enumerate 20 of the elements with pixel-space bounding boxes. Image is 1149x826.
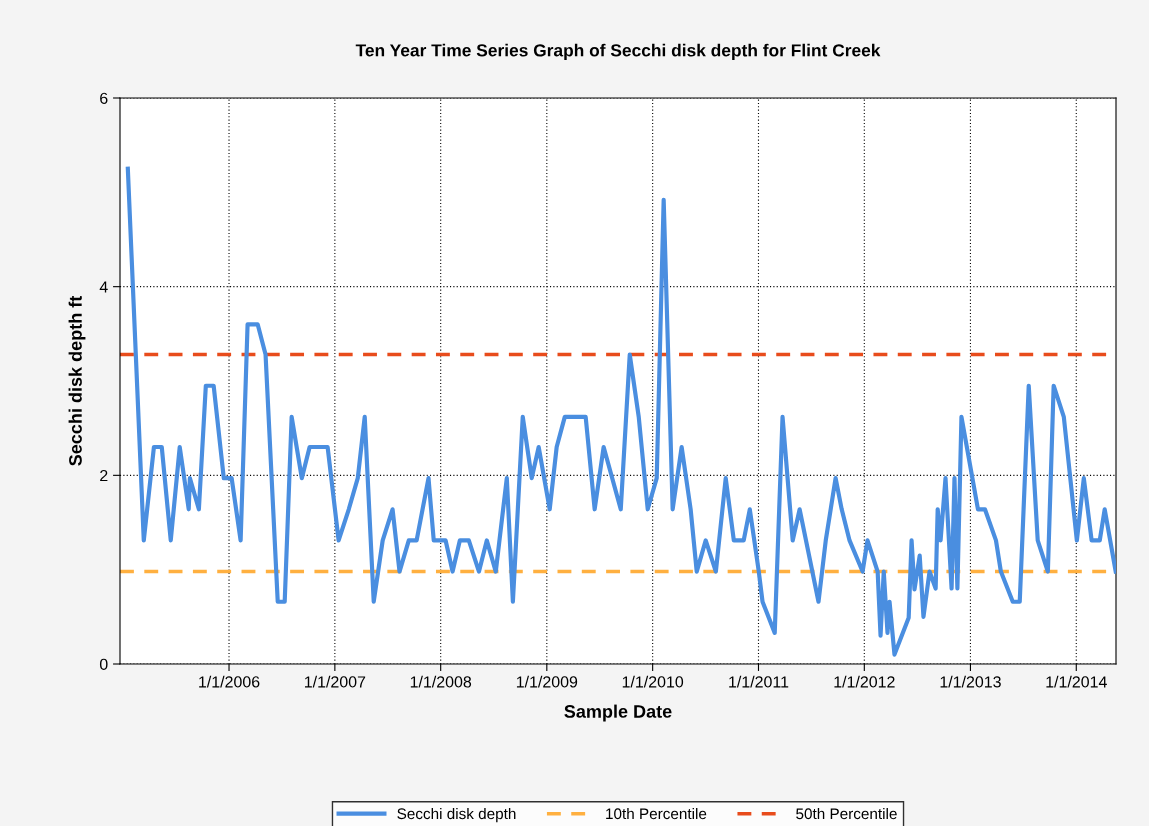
legend-label: 10th Percentile	[606, 807, 707, 820]
x-tick-label: 1/1/2010	[622, 675, 684, 688]
x-tick-label: 1/1/2008	[410, 675, 472, 688]
x-tick-label: 1/1/2009	[516, 675, 578, 688]
x-tick-label: 1/1/2007	[304, 675, 366, 688]
legend-label: Secchi disk depth	[397, 807, 516, 823]
y-axis-title: Secchi disk depth ft	[68, 295, 86, 466]
x-tick-label: 1/1/2014	[1046, 675, 1107, 688]
chart-title: Ten Year Time Series Graph of Secchi disk depth for Flint Creek	[355, 43, 881, 60]
x-tick-label: 1/1/2006	[199, 675, 260, 688]
legend-label: 50th Percentile	[796, 807, 897, 820]
line-series	[125, 166, 1116, 657]
x-tick-label: 1/1/2011	[729, 675, 789, 688]
y-tick-label: 4	[99, 281, 108, 293]
y-tick-label: 2	[100, 469, 108, 482]
x-axis-title: Sample Date	[564, 704, 672, 722]
y-tick-label: 6	[100, 92, 108, 104]
x-tick-label: 1/1/2012	[834, 675, 895, 688]
y-tick-label: 0	[99, 658, 108, 670]
x-tick-label: 1/1/2013	[940, 675, 1001, 688]
